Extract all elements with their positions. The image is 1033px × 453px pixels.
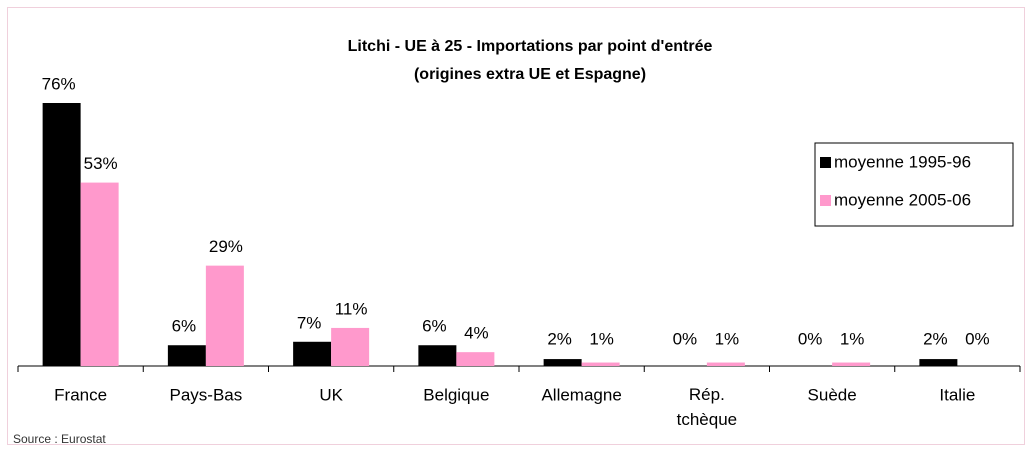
data-label: 11% [335,299,368,318]
x-tick-label: Allemagne [541,385,621,404]
legend-label: moyenne 2005-06 [834,190,971,209]
legend-label: moyenne 1995-96 [834,152,971,171]
data-label: 2% [547,329,572,348]
legend-swatch [820,157,831,168]
x-tick-label: France [54,385,107,404]
x-tick-label-line: tchèque [677,410,738,429]
data-label: 29% [209,237,243,256]
bar [832,362,871,366]
x-tick-label: Suède [808,385,857,404]
x-tick-label: Rép. tchèque [677,385,738,429]
bar [706,362,745,366]
chart-title: Litchi - UE à 25 - Importations par poin… [348,38,713,55]
source: Source : Eurostat [13,432,106,446]
data-label: 76% [42,74,76,93]
data-label: 1% [840,329,865,348]
legend-box [814,142,1014,227]
x-tick-label-line: Rép. [689,385,725,404]
bar [293,341,332,366]
data-label: 0% [965,329,990,348]
data-label: 4% [464,324,489,343]
bar [80,182,119,366]
bar [581,362,620,366]
data-label: 53% [84,154,118,173]
data-label: 1% [589,329,614,348]
data-label: 2% [923,329,948,348]
bar [456,352,495,366]
bar [418,345,457,366]
bar [543,359,582,366]
data-label: 1% [715,329,740,348]
data-label: 6% [422,317,447,336]
bar [42,103,81,366]
bar [919,359,958,366]
x-tick-label: Belgique [423,385,489,404]
bar [167,345,206,366]
data-label: 0% [673,329,698,348]
data-label: 0% [798,329,823,348]
legend-swatch [820,195,831,206]
bar [331,327,370,366]
x-tick-label: Pays-Bas [170,385,243,404]
x-tick-label: UK [319,385,343,404]
bar [205,265,244,366]
data-label: 6% [172,317,197,336]
chart-subtitle: (origines extra UE et Espagne) [414,66,646,83]
data-label: 7% [297,313,322,332]
x-tick-label: Italie [939,385,975,404]
